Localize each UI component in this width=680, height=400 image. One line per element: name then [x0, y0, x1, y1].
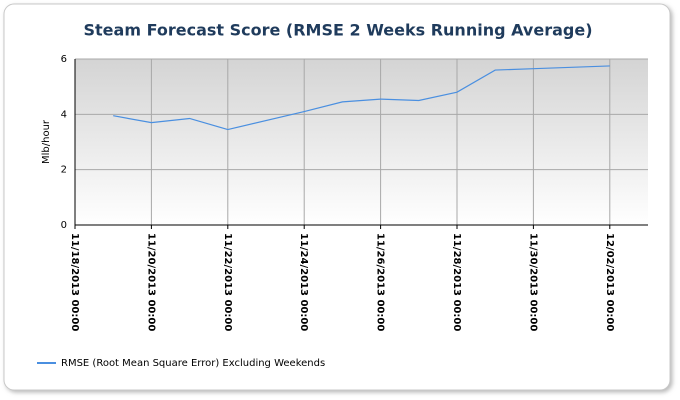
x-tick-label: 11/24/2013 00:00	[298, 233, 309, 331]
y-tick-label: 4	[61, 109, 67, 120]
x-tick-label: 11/30/2013 00:00	[527, 233, 538, 331]
legend-label: RMSE (Root Mean Square Error) Excluding …	[61, 358, 325, 369]
y-tick-label: 0	[61, 220, 67, 231]
x-tick-label: 11/20/2013 00:00	[145, 233, 156, 331]
x-tick-label: 11/18/2013 00:00	[69, 233, 80, 331]
plot-area	[75, 59, 648, 225]
x-tick-label: 12/02/2013 00:00	[604, 233, 615, 331]
y-tick-label: 6	[61, 54, 67, 65]
x-tick-label: 11/28/2013 00:00	[451, 233, 462, 331]
x-tick-label: 11/26/2013 00:00	[375, 233, 386, 331]
chart-title: Steam Forecast Score (RMSE 2 Weeks Runni…	[84, 21, 593, 40]
y-tick-label: 2	[61, 165, 67, 176]
y-axis-label: Mlb/hour	[41, 119, 52, 164]
series-line	[113, 65, 610, 131]
x-tick-label: 11/22/2013 00:00	[222, 233, 233, 331]
